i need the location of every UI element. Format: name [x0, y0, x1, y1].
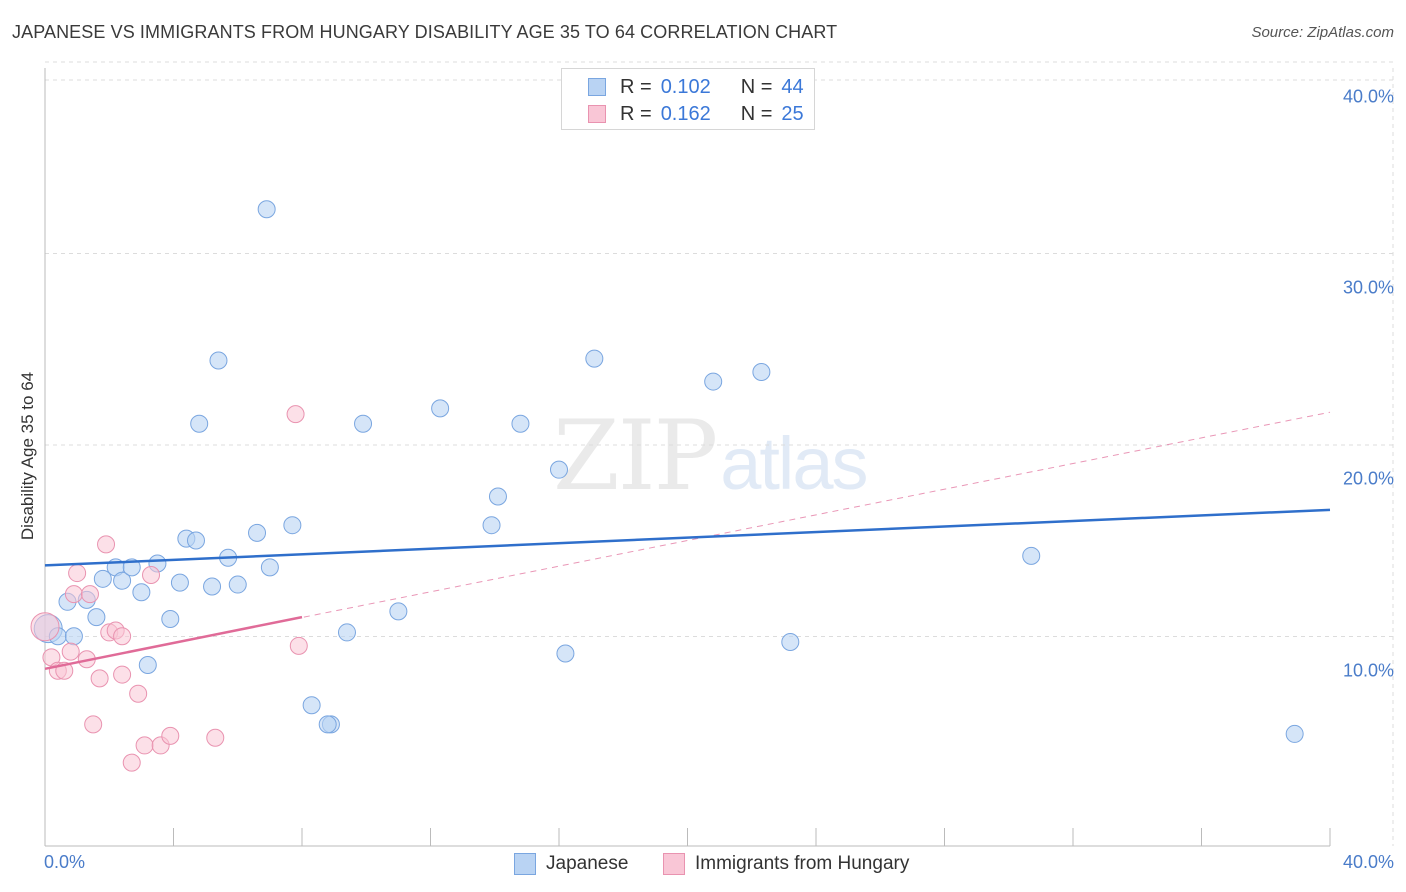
japanese-point [203, 577, 222, 596]
japanese-point [132, 583, 151, 602]
japanese-point [354, 414, 373, 433]
legend-r-value: 0.102 [660, 75, 711, 98]
japanese-point [170, 573, 189, 592]
japanese-point [190, 414, 209, 433]
hungary-point [64, 585, 83, 604]
japanese-point [1285, 724, 1304, 743]
hungary-point [142, 565, 161, 584]
japanese-point [161, 610, 180, 629]
legend-row-hungary: R = 0.162 N = 25 [588, 102, 804, 126]
japanese-point [704, 372, 723, 391]
y-tick-label-10: 10.0% [1342, 660, 1394, 681]
hungary-point [30, 612, 60, 642]
chart-source: Source: ZipAtlas.com [1251, 24, 1394, 41]
grid-layer [45, 61, 1394, 846]
chart-title: JAPANESE VS IMMIGRANTS FROM HUNGARY DISA… [12, 22, 838, 42]
x-tick-label-min: 0.0% [44, 852, 86, 872]
legend-n-label: N = [740, 102, 773, 125]
japanese-point [752, 362, 771, 381]
legend-n-label: N = [740, 75, 773, 98]
bottom-legend-japanese-label: Japanese [546, 853, 629, 874]
japanese-point [248, 523, 267, 542]
japanese-point [511, 414, 530, 433]
japanese-point [488, 487, 507, 506]
legend-swatch-japanese [588, 78, 606, 96]
hungary-point [135, 736, 154, 755]
japanese-point [318, 715, 337, 734]
japanese-point [93, 569, 112, 588]
japanese-point [209, 351, 228, 370]
bottom-legend-hungary: Immigrants from Hungary [663, 852, 909, 876]
correlation-legend: R = 0.102 N = 44 R = 0.162 N = 25 [561, 68, 815, 130]
bottom-swatch-japanese [514, 853, 536, 875]
x-tick-label-max: 40.0% [1342, 852, 1394, 872]
japanese-point [283, 516, 302, 535]
hungary-point [129, 684, 148, 703]
japanese-point [431, 399, 450, 418]
japanese-point [260, 558, 279, 577]
bottom-legend-japanese: Japanese [514, 852, 628, 876]
hungary-trend-extended [44, 411, 1331, 670]
hungary-point [68, 564, 87, 583]
trend-layer [44, 411, 1331, 670]
japanese-point [550, 460, 568, 479]
japanese-point [482, 516, 501, 535]
japanese-point [257, 200, 276, 219]
hungary-point [113, 665, 132, 684]
japanese-point [113, 571, 132, 590]
japanese-point [302, 696, 321, 715]
japanese-point [64, 627, 83, 646]
japanese-point [87, 608, 106, 627]
y-tick-label-40: 40.0% [1342, 86, 1394, 107]
japanese-point [337, 623, 356, 642]
japanese-point [138, 655, 157, 674]
japanese-point [186, 531, 205, 550]
point-layer [30, 200, 1331, 772]
hungary-point [289, 636, 308, 655]
y-axis-label: Disability Age 35 to 64 [18, 371, 37, 541]
hungary-point [90, 669, 109, 688]
japanese-trend-line [44, 508, 1331, 567]
y-tick-label-30: 30.0% [1342, 277, 1394, 298]
legend-row-japanese: R = 0.102 N = 44 [588, 75, 804, 99]
axis-layer [44, 68, 1331, 847]
hungary-point [161, 726, 180, 745]
hungary-point [97, 535, 116, 554]
hungary-point [286, 405, 305, 424]
japanese-point [585, 349, 604, 368]
bottom-legend-hungary-label: Immigrants from Hungary [695, 853, 910, 874]
japanese-point [1022, 546, 1041, 565]
hungary-point [206, 728, 225, 747]
japanese-point [556, 644, 575, 663]
hungary-point [113, 627, 132, 646]
legend-swatch-hungary [588, 105, 606, 123]
hungary-point [84, 715, 103, 734]
bottom-swatch-hungary [663, 853, 685, 875]
hungary-point [122, 753, 141, 772]
japanese-point [781, 633, 800, 652]
hungary-point [80, 585, 99, 604]
hungary-trend-line [44, 615, 303, 671]
hungary-point [61, 642, 80, 661]
japanese-point [228, 575, 247, 594]
japanese-point [389, 602, 408, 621]
legend-n-value: 44 [781, 75, 804, 98]
legend-r-value: 0.162 [660, 102, 711, 125]
y-tick-label-20: 20.0% [1342, 468, 1394, 489]
legend-r-label: R = [620, 102, 652, 125]
legend-r-label: R = [620, 75, 652, 98]
legend-n-value: 25 [781, 102, 804, 125]
